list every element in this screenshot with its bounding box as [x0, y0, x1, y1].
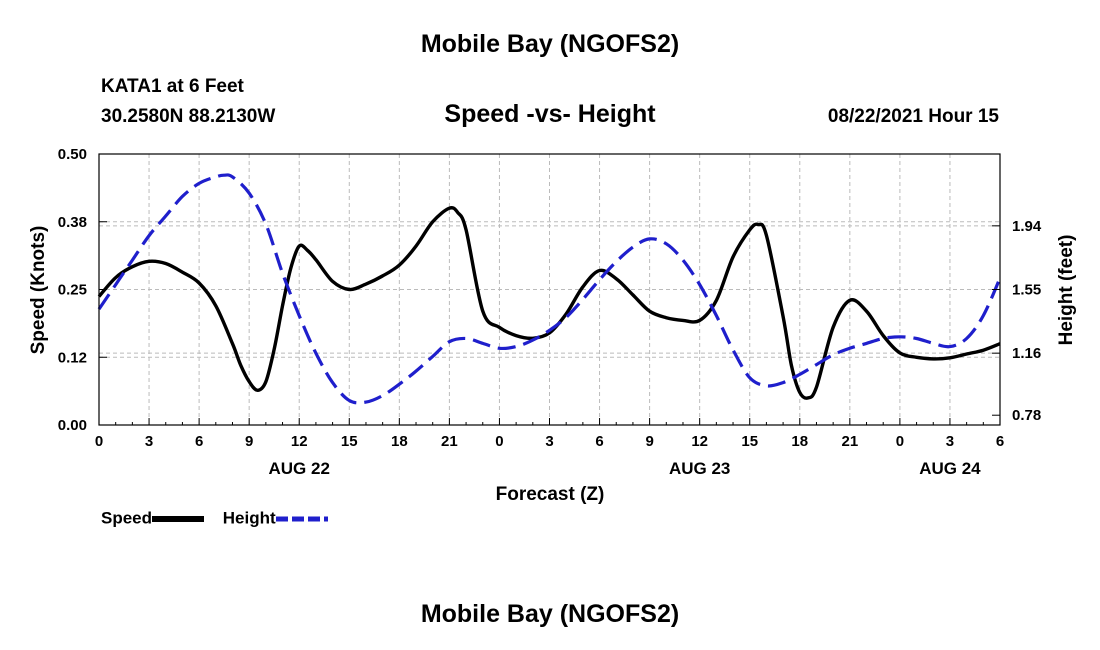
y-tick-label-right: 1.94 [1012, 218, 1042, 235]
y-tick-label-left: 0.50 [58, 146, 87, 163]
x-tick-label: 3 [145, 433, 153, 450]
top-title: Mobile Bay (NGOFS2) [420, 30, 680, 58]
series-layer [97, 173, 1002, 405]
y-tick-label-right: 0.78 [1012, 407, 1041, 424]
y-tick-label-left: 0.38 [58, 214, 87, 231]
x-tick-label: 0 [95, 433, 103, 450]
x-tick-label: 3 [946, 433, 954, 450]
x-tick-label: 15 [741, 433, 758, 450]
date-label: AUG 24 [919, 459, 981, 478]
x-tick-label: 21 [441, 433, 458, 450]
date-label: AUG 22 [269, 459, 330, 478]
legend-height: Height [223, 508, 328, 529]
station-name: KATA1 at 6 Feet [101, 76, 244, 97]
x-tick-label: 12 [291, 433, 308, 450]
y-tick-label-right: 1.55 [1012, 282, 1041, 299]
y-axis-label-left: Speed (Knots) [28, 226, 49, 355]
x-tick-label: 0 [896, 433, 904, 450]
x-tick-label: 6 [996, 433, 1004, 450]
x-tick-label: 0 [495, 433, 503, 450]
x-tick-label: 15 [341, 433, 358, 450]
x-tick-label: 6 [595, 433, 603, 450]
station-coordinates: 30.2580N 88.2130W [101, 106, 276, 127]
speed-series-line [97, 206, 1001, 400]
legend-speed-label: Speed [101, 508, 153, 528]
chart-title: Speed -vs- Height [444, 100, 656, 128]
legend-height-label: Height [222, 508, 276, 528]
x-tick-label: 12 [691, 433, 708, 450]
date-label: AUG 23 [669, 459, 730, 478]
legend: Speed Height [101, 508, 342, 529]
legend-speed: Speed [101, 508, 205, 529]
y-tick-label-left: 0.12 [58, 349, 87, 366]
x-tick-label: 18 [391, 433, 408, 450]
forecast-datetime: 08/22/2021 Hour 15 [827, 106, 999, 127]
y-tick-label-left: 0.25 [58, 282, 87, 299]
grid-lines [99, 154, 1000, 425]
x-tick-label: 21 [841, 433, 858, 450]
x-tick-label: 18 [791, 433, 808, 450]
y-axis-label-right: Height (feet) [1056, 235, 1077, 346]
x-tick-label: 9 [645, 433, 653, 450]
x-axis-label: Forecast (Z) [496, 484, 605, 505]
bottom-title: Mobile Bay (NGOFS2) [420, 600, 680, 628]
x-tick-label: 9 [245, 433, 253, 450]
x-tick-label: 3 [545, 433, 553, 450]
y-tick-label-left: 0.00 [58, 417, 87, 434]
x-tick-label: 6 [195, 433, 203, 450]
height-series-line [97, 173, 1002, 405]
y-tick-label-right: 1.16 [1012, 345, 1041, 362]
axis-layer: 0 3 6 9 12 15 18 21 0 3 6 9 12 15 18 21 0 3 6 AUG 22 AUG 23 A… [58, 146, 1042, 478]
